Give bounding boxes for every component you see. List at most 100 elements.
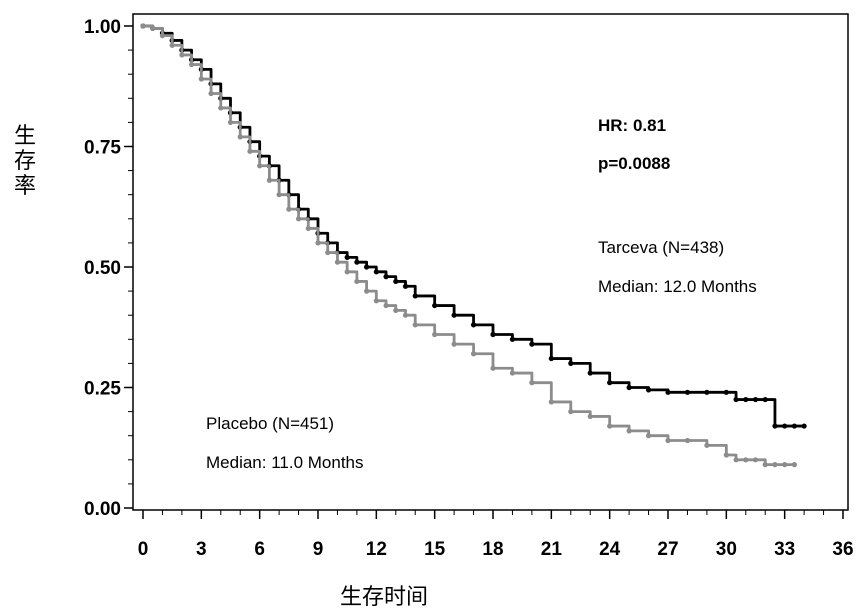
data-point [402,283,409,289]
series-layer [140,23,807,468]
data-point [179,52,185,58]
data-point [218,105,224,111]
data-point [383,274,389,280]
y-tick-label: 0.75 [84,138,121,159]
data-point [198,76,204,82]
data-point [140,23,146,29]
data-point [665,437,671,444]
data-point [354,259,360,265]
data-point [529,380,535,386]
data-point [364,288,370,294]
data-point [509,370,516,376]
data-point [548,399,554,405]
x-tick-label: 21 [541,539,563,560]
series-placebo [140,23,797,468]
x-tick-label: 36 [832,539,853,560]
y-tick-label: 0.25 [84,379,121,400]
data-point [305,225,311,232]
x-tick-label: 15 [424,539,446,560]
y-axis-title: 生存率 [14,124,36,199]
data-point [237,134,243,140]
data-point [791,423,797,429]
x-tick-label: 12 [366,539,387,560]
data-point [568,360,574,366]
data-point [373,298,379,304]
data-point [344,269,350,275]
x-tick-label: 27 [657,539,678,560]
data-point [772,423,778,429]
data-point [568,409,574,415]
data-point [529,341,535,347]
minor-ticks [128,49,825,515]
data-point [383,302,389,309]
data-point [801,423,807,429]
data-point [393,307,399,313]
data-point [412,322,418,328]
data-point [247,148,253,154]
x-axis-title: 生存时间 [340,585,428,610]
data-point [451,341,457,347]
data-point [432,302,438,309]
data-point [684,389,691,395]
data-point [791,462,797,468]
data-point [286,206,292,212]
data-point [626,384,632,391]
data-point [704,389,710,395]
y-axis: 0.00 0.25 0.50 0.75 1.00 [84,17,133,520]
x-tick-label: 0 [138,539,149,560]
data-point [354,278,360,285]
x-tick-label: 18 [482,539,503,560]
data-point [743,396,749,403]
data-point [344,254,350,260]
series-tarceva [140,23,807,429]
data-point [227,119,234,125]
x-tick-label: 33 [774,539,795,560]
x-tick-label: 9 [313,539,324,560]
data-point [752,396,759,403]
data-point [412,293,418,299]
data-point [169,42,175,48]
data-point [684,437,691,444]
data-point [373,269,379,275]
data-point [451,312,457,318]
series-line [143,24,805,428]
data-point [743,457,749,463]
data-point [189,61,195,68]
data-point [733,396,739,403]
data-point [733,457,739,463]
data-point [295,216,302,222]
data-point [432,331,438,338]
data-point [704,442,710,448]
placebo-median-annotation: Median: 11.0 Months [206,453,364,472]
hr-annotation: HR: 0.81 [598,116,666,135]
data-point [470,351,477,357]
data-point [782,423,788,429]
data-point [607,423,613,429]
data-point [772,462,778,468]
x-tick-label: 24 [599,539,621,560]
p-value-annotation: p=0.0088 [598,154,670,173]
x-tick-label: 30 [716,539,737,560]
data-point [607,380,613,386]
data-point [159,33,166,39]
data-point [782,462,788,468]
y-tick-label: 0.50 [84,258,121,279]
data-point [208,90,214,97]
data-point [626,428,632,434]
y-tick-label: 0.00 [84,499,121,520]
data-point [548,355,554,362]
data-point [762,462,768,468]
data-point [645,387,652,393]
data-point [393,278,399,285]
data-point [266,177,272,183]
data-point [402,312,409,318]
placebo-n-annotation: Placebo (N=451) [206,414,334,433]
x-axis: 0 3 6 9 12 15 18 21 24 27 30 33 36 [138,510,854,560]
data-point [470,322,477,328]
data-point [257,163,263,169]
data-point [325,249,331,256]
tarceva-n-annotation: Tarceva (N=438) [598,238,724,257]
data-point [364,264,370,270]
data-point [752,457,759,463]
